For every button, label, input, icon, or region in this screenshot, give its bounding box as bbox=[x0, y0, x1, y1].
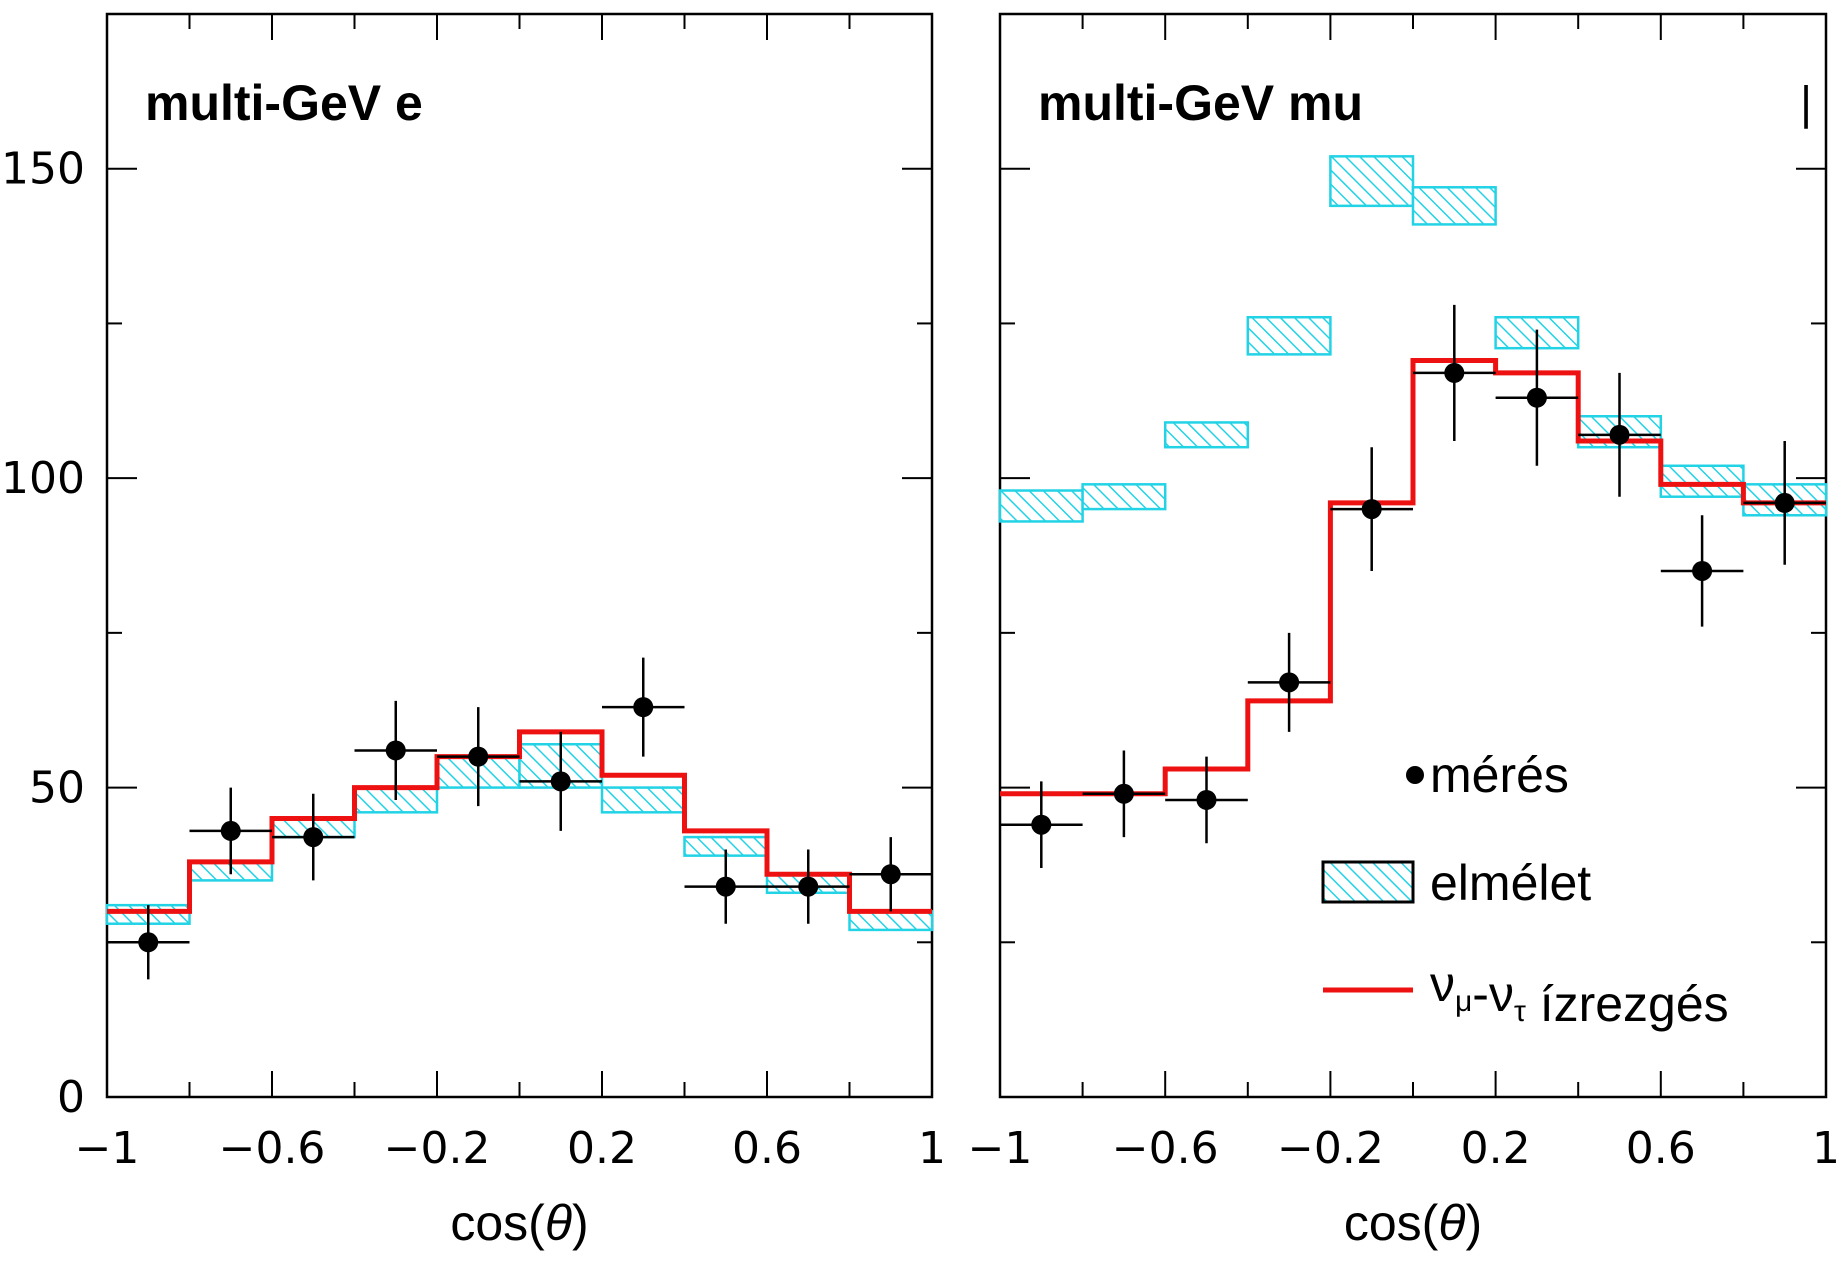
legend-label-step: νμ-ντ ízrezgés bbox=[1430, 956, 1729, 1032]
panel-title: multi-GeV e bbox=[145, 75, 423, 131]
x-tick-label: −1 bbox=[968, 1123, 1033, 1174]
panel-title: multi-GeV mu bbox=[1038, 75, 1363, 131]
x-tick-label: 0.2 bbox=[567, 1123, 637, 1174]
theory-band-box bbox=[1163, 421, 1250, 449]
x-tick-label: −0.2 bbox=[384, 1123, 491, 1174]
theory-band-box bbox=[1411, 186, 1497, 226]
data-point bbox=[1526, 387, 1547, 408]
y-tick-label: 50 bbox=[29, 763, 85, 814]
x-tick-label: 1 bbox=[918, 1123, 946, 1174]
data-point bbox=[550, 771, 571, 792]
theory-band-box bbox=[1081, 483, 1167, 511]
data-point bbox=[303, 827, 324, 848]
legend-marker-band bbox=[1321, 860, 1415, 904]
legend-marker-points bbox=[1406, 766, 1424, 784]
x-tick-label: −0.6 bbox=[1112, 1123, 1219, 1174]
data-point bbox=[138, 932, 159, 953]
x-axis-label: cos(θ) bbox=[450, 1195, 588, 1251]
corner-mark: | bbox=[1799, 78, 1814, 129]
theory-band-box bbox=[998, 489, 1084, 523]
oscillation-step-line bbox=[1000, 358, 1826, 797]
y-tick-label: 0 bbox=[57, 1072, 85, 1123]
data-point bbox=[1279, 672, 1300, 693]
legend-label-points: mérés bbox=[1430, 747, 1569, 803]
x-tick-label: 0.6 bbox=[1626, 1123, 1696, 1174]
data-point bbox=[468, 746, 489, 767]
y-tick-label: 150 bbox=[1, 144, 85, 195]
theory-band-box bbox=[600, 786, 686, 814]
data-point bbox=[633, 697, 654, 718]
x-tick-label: −0.2 bbox=[1277, 1123, 1384, 1174]
x-axis-label: cos(θ) bbox=[1344, 1195, 1482, 1251]
data-point bbox=[1609, 424, 1630, 445]
oscillation-step-line bbox=[107, 729, 932, 914]
y-tick-label: 100 bbox=[1, 453, 85, 504]
data-point bbox=[1692, 560, 1713, 581]
data-point bbox=[880, 864, 901, 885]
x-tick-label: −1 bbox=[75, 1123, 140, 1174]
data-point bbox=[715, 876, 736, 897]
data-point bbox=[1196, 789, 1217, 810]
data-point bbox=[1031, 814, 1052, 835]
plot-frame bbox=[105, 12, 934, 1099]
data-point bbox=[1444, 362, 1465, 383]
legend-label-band: elmélet bbox=[1430, 855, 1591, 911]
data-point bbox=[1361, 499, 1382, 520]
data-point bbox=[798, 876, 819, 897]
data-point bbox=[1113, 783, 1134, 804]
theory-band-box bbox=[848, 910, 934, 932]
x-tick-label: 1 bbox=[1812, 1123, 1837, 1174]
theory-band-box bbox=[1246, 315, 1332, 356]
x-tick-label: 0.2 bbox=[1461, 1123, 1531, 1174]
chart-panel-2: −1 −0.6 −0.2 0.2 0.6 1 cos(θ) multi-GeV mu | méré… bbox=[968, 12, 1837, 1251]
legend: mérés elmélet νμ-ντ ízrezgés bbox=[1321, 747, 1729, 1032]
data-point bbox=[385, 740, 406, 761]
theory-band-box bbox=[1329, 155, 1415, 208]
chart-panel-1: 0 50 100 150 −1 −0.6 −0.2 0.2 0.6 1 cos(θ) multi-Ge… bbox=[1, 12, 946, 1251]
theory-band-box bbox=[1659, 464, 1745, 498]
data-point bbox=[1774, 492, 1795, 513]
data-point bbox=[220, 820, 241, 841]
x-tick-label: −0.6 bbox=[219, 1123, 326, 1174]
x-tick-label: 0.6 bbox=[732, 1123, 802, 1174]
